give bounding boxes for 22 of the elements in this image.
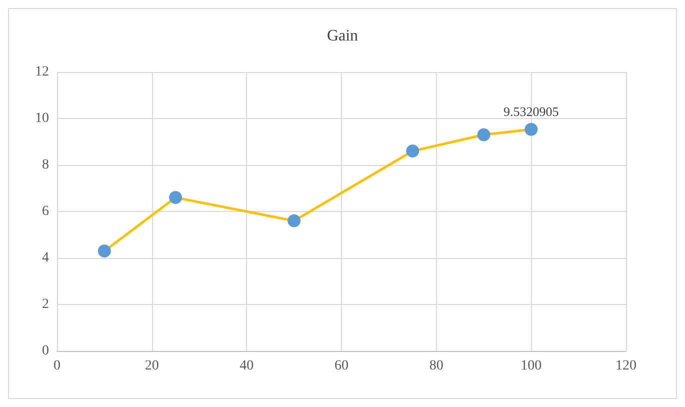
point: [98, 244, 111, 258]
x-tick-label: 80: [429, 358, 444, 374]
y-tick-label: 2: [42, 297, 49, 312]
y-tick-label: 8: [42, 158, 49, 172]
y-tick-label: 10: [35, 111, 49, 126]
x-tick-label: 0: [54, 358, 60, 374]
point: [169, 191, 182, 204]
data-label: 9.5320905: [504, 104, 559, 119]
y-tick-label: 6: [42, 204, 49, 219]
chart-title: Gain: [326, 28, 358, 44]
point: [288, 214, 301, 228]
y-tick-label: 4: [42, 250, 49, 266]
point: [524, 122, 538, 136]
x-tick-label: 60: [334, 358, 348, 374]
y-tick-label: 12: [35, 64, 49, 80]
x-tick-label: 20: [144, 358, 159, 374]
point: [406, 144, 420, 158]
x-tick-label: 100: [520, 358, 542, 374]
x-tick-label: 120: [616, 358, 636, 374]
y-tick-label: 0: [42, 344, 49, 358]
x-tick-label: 40: [240, 358, 254, 374]
point: [477, 128, 490, 142]
